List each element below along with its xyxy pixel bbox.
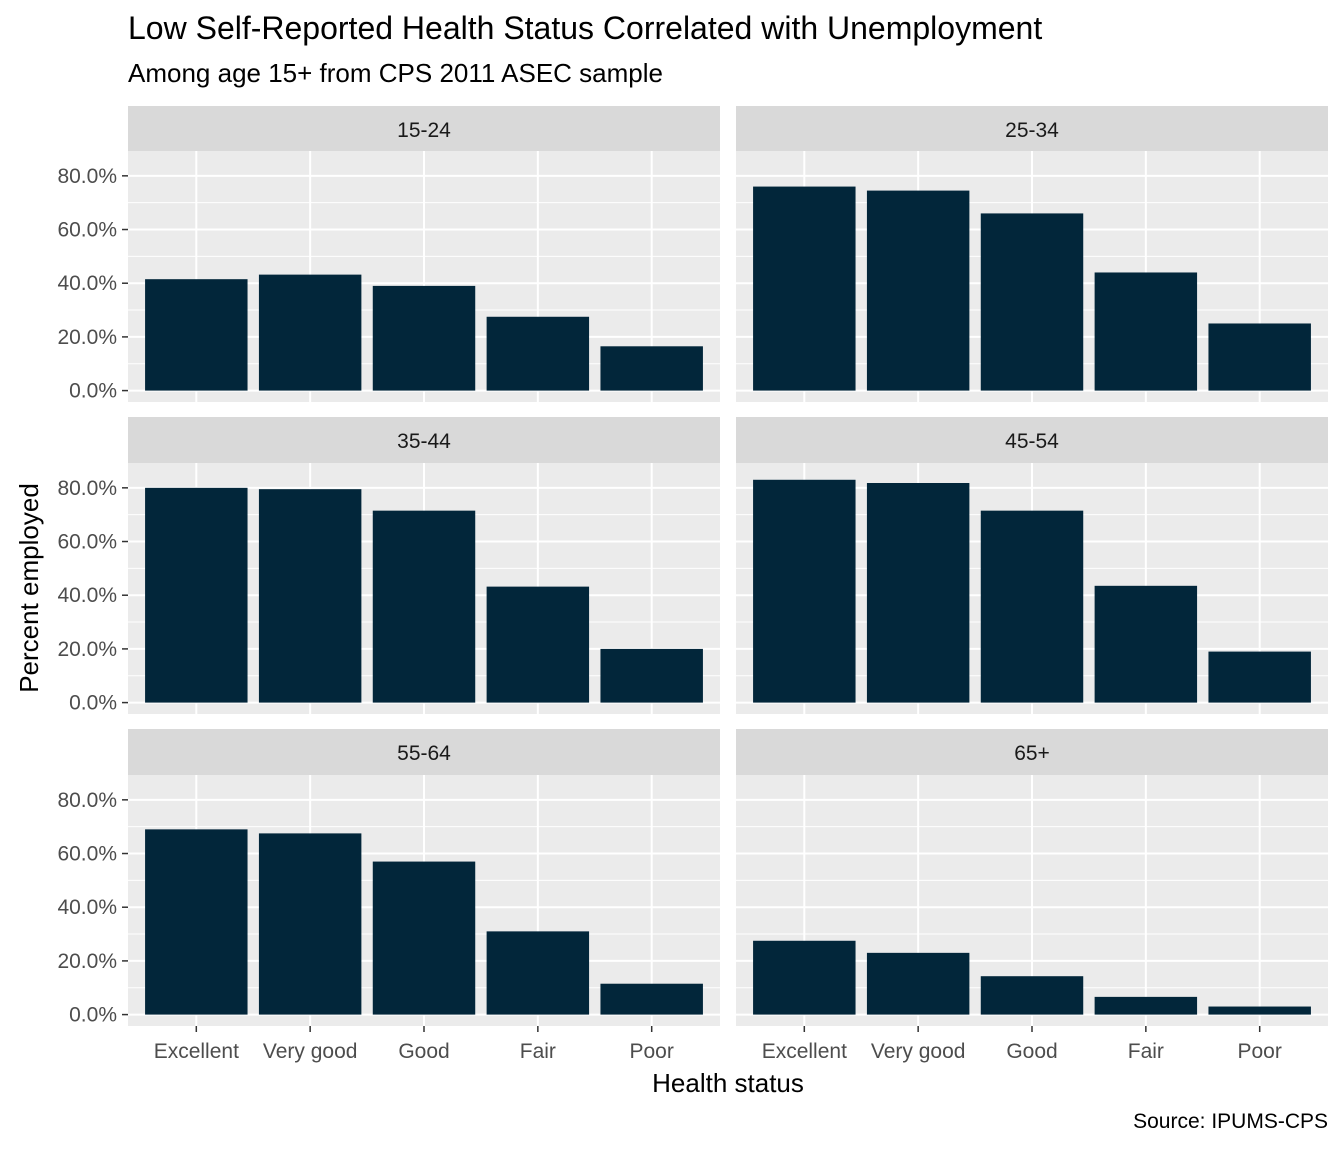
bar-35-44-poor [600, 648, 703, 703]
facet-panel-35-44: 35-44 0.0% 20.0% 40.0% 60.0% 80.0% [57, 417, 720, 715]
bar-25-34-good [980, 213, 1084, 391]
y-tick-label: 80.0% [57, 789, 117, 812]
strip-label: 65+ [1014, 742, 1050, 765]
y-tick-label: 0.0% [69, 692, 117, 715]
y-tick-label: 0.0% [69, 380, 117, 403]
strip-background [128, 106, 720, 151]
bar-45-54-good [980, 510, 1084, 703]
bar-15-24-very-good [258, 274, 362, 391]
x-tick-label: Excellent [154, 1040, 239, 1063]
bar-65+-excellent [753, 940, 856, 1015]
x-tick-label: Poor [1238, 1040, 1282, 1063]
bar-45-54-poor [1208, 651, 1311, 703]
bar-45-54-very-good [866, 482, 970, 703]
bar-55-64-excellent [145, 829, 248, 1015]
facet-panel-45-54: 45-54 [736, 417, 1328, 714]
bar-55-64-very-good [258, 833, 362, 1015]
bar-15-24-fair [486, 316, 590, 391]
bar-65+-fair [1094, 996, 1198, 1015]
y-tick-label: 80.0% [57, 477, 117, 500]
bar-25-34-very-good [866, 190, 970, 391]
y-tick-label: 40.0% [57, 272, 117, 295]
y-tick-label: 40.0% [57, 896, 117, 919]
x-tick-label: Good [1006, 1040, 1057, 1063]
bar-55-64-fair [486, 931, 590, 1015]
bar-65+-poor [1208, 1006, 1311, 1015]
strip-label: 45-54 [1005, 430, 1059, 453]
x-tick-label: Fair [1128, 1040, 1164, 1063]
bar-25-34-poor [1208, 323, 1311, 391]
bar-55-64-good [372, 861, 476, 1015]
bar-65+-very-good [866, 952, 970, 1015]
bar-35-44-very-good [258, 489, 362, 703]
bar-65+-good [980, 976, 1084, 1015]
bar-15-24-poor [600, 346, 703, 391]
x-tick-label: Very good [263, 1040, 358, 1063]
x-axis-title: Health status [652, 1068, 804, 1098]
y-tick-label: 20.0% [57, 638, 117, 661]
strip-background [128, 417, 720, 463]
chart-subtitle: Among age 15+ from CPS 2011 ASEC sample [128, 58, 663, 88]
bar-35-44-good [372, 510, 476, 703]
y-tick-label: 80.0% [57, 165, 117, 188]
bar-45-54-fair [1094, 585, 1198, 703]
y-tick-label: 0.0% [69, 1004, 117, 1027]
y-tick-label: 20.0% [57, 326, 117, 349]
y-tick-label: 60.0% [57, 843, 117, 866]
x-tick-label: Excellent [762, 1040, 847, 1063]
strip-label: 35-44 [397, 430, 451, 453]
y-tick-label: 40.0% [57, 584, 117, 607]
x-tick-label: Fair [520, 1040, 556, 1063]
bar-15-24-good [372, 285, 476, 391]
chart-title: Low Self-Reported Health Status Correlat… [128, 10, 1043, 46]
facet-panel-55-64: 55-64 0.0% 20.0% 40.0% 60.0% 80.0% Excellent Ve… [57, 729, 720, 1063]
bar-25-34-fair [1094, 272, 1198, 391]
bar-45-54-excellent [753, 479, 856, 703]
strip-background [736, 729, 1328, 775]
y-tick-label: 60.0% [57, 219, 117, 242]
strip-background [736, 417, 1328, 463]
bar-25-34-excellent [753, 186, 856, 391]
facet-panel-65+: 65+ Excellent Very good Good Fair Poor [736, 729, 1328, 1063]
bar-55-64-poor [600, 983, 703, 1015]
y-tick-label: 60.0% [57, 531, 117, 554]
y-axis-title: Percent employed [14, 483, 44, 693]
y-tick-label: 20.0% [57, 950, 117, 973]
strip-label: 25-34 [1005, 119, 1059, 142]
bar-15-24-excellent [145, 279, 248, 391]
strip-label: 15-24 [397, 119, 451, 142]
facet-panel-25-34: 25-34 [736, 106, 1328, 402]
x-tick-label: Very good [871, 1040, 966, 1063]
strip-label: 55-64 [397, 742, 451, 765]
strip-background [736, 106, 1328, 151]
bar-35-44-fair [486, 586, 590, 703]
x-tick-label: Good [398, 1040, 449, 1063]
chart-caption: Source: IPUMS-CPS [1133, 1110, 1328, 1133]
facet-panel-15-24: 15-24 0.0% 20.0% 40.0% 60.0% 80.0% [57, 106, 720, 403]
bar-35-44-excellent [145, 487, 248, 703]
strip-background [128, 729, 720, 775]
x-tick-label: Poor [630, 1040, 674, 1063]
